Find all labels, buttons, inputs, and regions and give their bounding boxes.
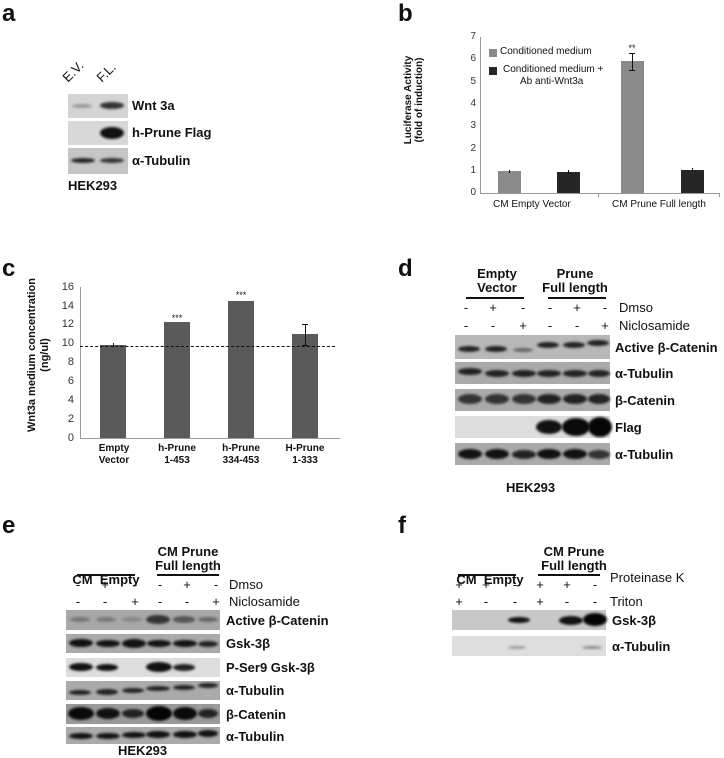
y-axis-label: Wnt3a medium concentration (ng/ul): [26, 277, 51, 433]
cell-line-label: HEK293: [68, 178, 118, 193]
row-label: h-Prune Flag: [132, 125, 212, 140]
blot-gsk3b: [66, 634, 220, 653]
bar: [621, 61, 644, 193]
row-label: P-Ser9 Gsk-3β: [226, 660, 315, 675]
blot-gsk3b: [452, 610, 607, 630]
blot-tubulin: [452, 636, 606, 656]
cell-line-label: HEK293: [506, 480, 556, 495]
legend-swatch: [489, 49, 497, 57]
row-label: Active β-Catenin: [615, 340, 718, 355]
significance-marker: **: [628, 43, 636, 53]
group-header: Empty Vector: [477, 266, 517, 295]
blot-tubulin: [455, 362, 610, 384]
lane-label: E.V.: [59, 57, 87, 85]
blot-b-catenin: [455, 389, 610, 411]
row-label: Active β-Catenin: [226, 613, 329, 628]
legend-label: Conditioned medium +: [503, 64, 604, 75]
y-axis: [80, 287, 81, 438]
panel-letter: a: [2, 0, 16, 27]
row-label: Wnt 3a: [132, 98, 175, 113]
bar: [228, 301, 254, 438]
blot-wnt3a: [68, 94, 128, 118]
row-label: α-Tubulin: [132, 153, 191, 168]
row-label: α-Tubulin: [615, 366, 674, 381]
blot-tubulin: [66, 681, 220, 700]
row-label: α-Tubulin: [615, 447, 674, 462]
panel-letter: e: [2, 512, 16, 539]
x-axis: [80, 438, 340, 439]
panel-letter: b: [398, 0, 413, 27]
row-label: α-Tubulin: [226, 683, 285, 698]
row-label: β-Catenin: [615, 393, 675, 408]
blot-active-b-catenin: [66, 610, 220, 630]
x-category: Empty Vector: [98, 443, 130, 466]
row-label: Gsk-3β: [612, 613, 657, 628]
blot-tubulin: [68, 148, 128, 174]
blot-hprune-flag: [68, 121, 128, 145]
treatment-label: Niclosamide: [229, 594, 300, 609]
y-axis: [480, 37, 481, 193]
x-axis: [480, 193, 720, 194]
x-category: h-Prune 334-453: [222, 443, 260, 466]
legend-swatch: [489, 67, 497, 75]
significance-marker: ***: [171, 313, 183, 323]
row-label: β-Catenin: [226, 707, 286, 722]
x-category: CM Prune Full length: [612, 199, 706, 210]
significance-marker: ***: [235, 290, 247, 300]
x-category: CM Empty Vector: [493, 199, 571, 210]
row-label: α-Tubulin: [226, 729, 285, 744]
row-label: α-Tubulin: [612, 639, 671, 654]
blot-flag: [455, 416, 612, 438]
group-header: Prune Full length: [542, 266, 608, 295]
row-label: Gsk-3β: [226, 636, 271, 651]
row-label: Flag: [615, 420, 642, 435]
x-category: h-Prune 1-453: [158, 443, 196, 466]
legend-label: Ab anti-Wnt3a: [520, 76, 584, 87]
group-header: CM Prune Full length: [541, 544, 607, 573]
bar: [557, 172, 580, 193]
blot-active-b-catenin: [455, 335, 610, 359]
bar: [164, 322, 190, 438]
x-category: H-Prune 1-333: [285, 443, 325, 466]
treatment-label: Triton: [610, 594, 643, 609]
bar: [292, 334, 318, 438]
treatment-label: Dmso: [619, 300, 653, 315]
blot-tubulin: [455, 443, 610, 465]
blot-b-catenin: [66, 704, 220, 724]
group-header: CM Prune Full length: [155, 544, 221, 573]
bar: [100, 345, 126, 438]
lane-label: F.L.: [93, 59, 119, 85]
treatment-label: Proteinase K: [610, 570, 685, 585]
blot-tubulin: [66, 727, 220, 744]
bar: [681, 170, 704, 193]
blot-pser9-gsk3b: [66, 658, 220, 677]
panel-letter: d: [398, 255, 413, 282]
reference-line: [80, 346, 335, 347]
treatment-label: Dmso: [229, 577, 263, 592]
treatment-label: Niclosamide: [619, 318, 690, 333]
panel-letter: c: [2, 255, 16, 282]
panel-letter: f: [398, 512, 406, 539]
legend-label: Conditioned medium: [500, 46, 592, 57]
bar: [498, 171, 521, 193]
y-axis-label: Luciferase Activity (fold of induction): [403, 55, 425, 145]
cell-line-label: HEK293: [118, 743, 168, 758]
